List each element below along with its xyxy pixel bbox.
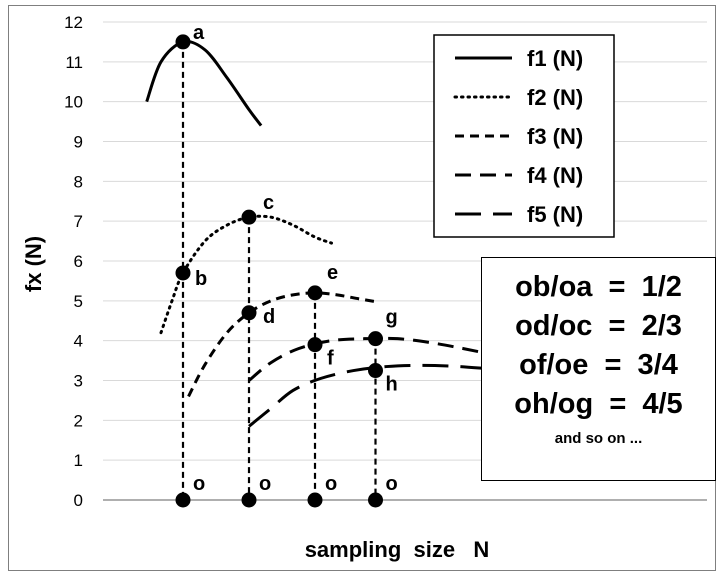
- ratio-line-1: ob/oa = 1/2: [515, 271, 682, 303]
- series-line-3: [187, 291, 376, 398]
- legend-label-2: f2 (N): [527, 85, 583, 110]
- point-o: [307, 492, 323, 508]
- y-tick-label: 2: [74, 411, 83, 430]
- point-label-o: o: [193, 473, 205, 495]
- point-h: [368, 363, 383, 379]
- series: [145, 39, 503, 428]
- ratio-note: and so on ...: [554, 430, 643, 447]
- y-tick-label: 9: [74, 133, 83, 152]
- point-e: [307, 285, 323, 301]
- point-b: [175, 265, 191, 281]
- y-axis-title: fx (N): [21, 236, 46, 292]
- point-a: [175, 34, 191, 50]
- point-label-b: b: [195, 268, 207, 290]
- y-tick-label: 7: [74, 212, 83, 231]
- point-label-d: d: [263, 306, 275, 328]
- x-axis-title: sampling size N: [305, 537, 490, 562]
- point-f: [307, 337, 323, 353]
- y-tick-label: 10: [64, 93, 83, 112]
- y-tick-label: 1: [74, 451, 83, 470]
- point-label-o: o: [325, 473, 337, 495]
- points: a b c d e f g h o o o o: [175, 22, 398, 508]
- point-label-f: f: [327, 348, 334, 370]
- y-tick-label: 11: [65, 53, 83, 72]
- ratio-box: ob/oa = 1/2 od/oc = 2/3 of/oe = 3/4 oh/o…: [481, 257, 716, 481]
- point-label-g: g: [386, 307, 398, 329]
- point-label-o: o: [386, 473, 398, 495]
- legend-label-5: f5 (N): [527, 202, 583, 227]
- y-tick-label: 4: [74, 332, 83, 351]
- legend-label-1: f1 (N): [527, 46, 583, 71]
- point-label-h: h: [386, 374, 398, 396]
- point-c: [241, 209, 257, 225]
- point-d: [241, 305, 257, 321]
- ratio-line-3: of/oe = 3/4: [519, 349, 678, 381]
- point-o: [175, 492, 191, 508]
- legend-label-3: f3 (N): [527, 124, 583, 149]
- point-o: [368, 492, 383, 508]
- legend-label-4: f4 (N): [527, 163, 583, 188]
- y-tick-label: 3: [74, 372, 83, 391]
- series-line-5: [248, 363, 486, 428]
- point-g: [368, 331, 383, 347]
- point-label-o: o: [259, 473, 271, 495]
- ratio-line-4: oh/og = 4/5: [514, 388, 683, 420]
- drop-lines: [181, 41, 377, 500]
- y-tick-label: 0: [74, 491, 83, 510]
- y-tick-label: 5: [74, 292, 83, 311]
- y-tick-label: 12: [64, 13, 83, 32]
- y-tick-label: 6: [74, 252, 83, 271]
- series-line-2: [159, 214, 333, 335]
- legend: f1 (N) f2 (N) f3 (N) f4 (N) f5 (N): [433, 34, 615, 238]
- series-line-1: [145, 39, 263, 127]
- point-label-a: a: [193, 22, 205, 44]
- y-tick-label: 8: [74, 172, 83, 191]
- ratio-line-2: od/oc = 2/3: [515, 310, 682, 342]
- series-line-4: [248, 336, 503, 382]
- point-label-e: e: [327, 262, 338, 284]
- point-o: [241, 492, 257, 508]
- point-label-c: c: [263, 192, 274, 214]
